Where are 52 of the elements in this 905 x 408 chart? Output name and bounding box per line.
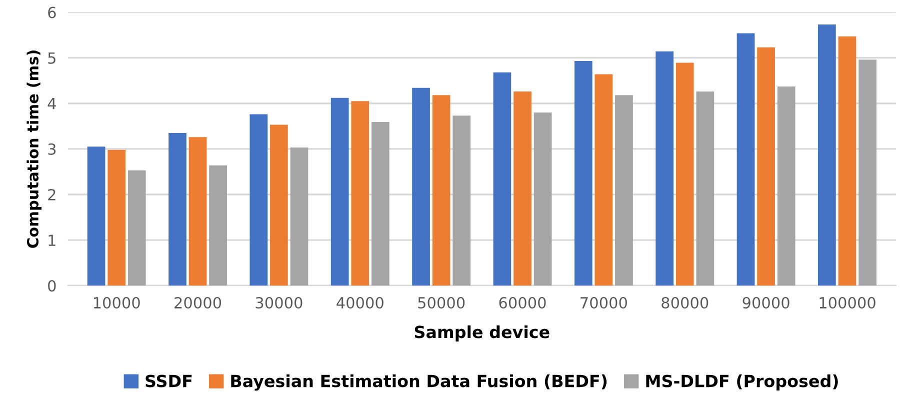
bar (818, 24, 836, 286)
bar (838, 36, 856, 286)
bar (270, 124, 288, 286)
bar (514, 92, 532, 286)
bar (432, 95, 450, 286)
bar (209, 165, 227, 286)
x-tick-label: 90000 (742, 296, 790, 309)
bar (534, 112, 552, 286)
x-axis-title: Sample device (414, 325, 550, 342)
bar (168, 132, 186, 286)
bar (330, 98, 349, 286)
x-tick-label: 100000 (820, 296, 876, 309)
x-tick-label: 30000 (256, 296, 302, 309)
legend-label: MS-DLDF (Proposed) (646, 374, 838, 391)
bar (656, 51, 674, 286)
y-axis-title: Computation time (ms) (26, 50, 42, 248)
bar (188, 137, 207, 286)
bar (594, 74, 613, 286)
bar (372, 122, 390, 286)
x-tick-label: 20000 (174, 296, 222, 309)
y-tick-label: 3 (48, 143, 56, 155)
x-tick-label: 40000 (336, 296, 384, 309)
bar (290, 148, 308, 286)
bar (757, 47, 775, 286)
bar (615, 95, 633, 286)
y-tick-label: 2 (48, 188, 56, 200)
bar (493, 72, 512, 286)
bar (777, 86, 796, 286)
bar (696, 92, 714, 286)
x-tick-label: 10000 (94, 296, 140, 309)
bar (574, 60, 592, 286)
x-tick-label: 70000 (580, 296, 627, 309)
bar (858, 60, 876, 286)
x-tick-label: 60000 (499, 296, 546, 309)
y-tick-label: 1 (48, 234, 56, 246)
y-tick-label: 4 (48, 98, 56, 110)
x-tick-label: 80000 (662, 296, 708, 309)
y-tick-label: 5 (48, 52, 56, 64)
x-tick-label: 50000 (418, 296, 465, 309)
bar (108, 150, 126, 286)
bar (250, 114, 268, 286)
legend-label: SSDF (146, 374, 192, 388)
y-tick-label: 0 (48, 280, 56, 292)
bar (351, 101, 370, 286)
bar (128, 170, 146, 286)
legend-label: Bayesian Estimation Data Fusion (BEDF) (231, 374, 607, 391)
bar (412, 88, 430, 286)
bar (452, 116, 471, 286)
y-tick-label: 6 (48, 6, 56, 18)
bar (676, 62, 694, 286)
bar (736, 33, 755, 286)
bar (87, 146, 106, 286)
